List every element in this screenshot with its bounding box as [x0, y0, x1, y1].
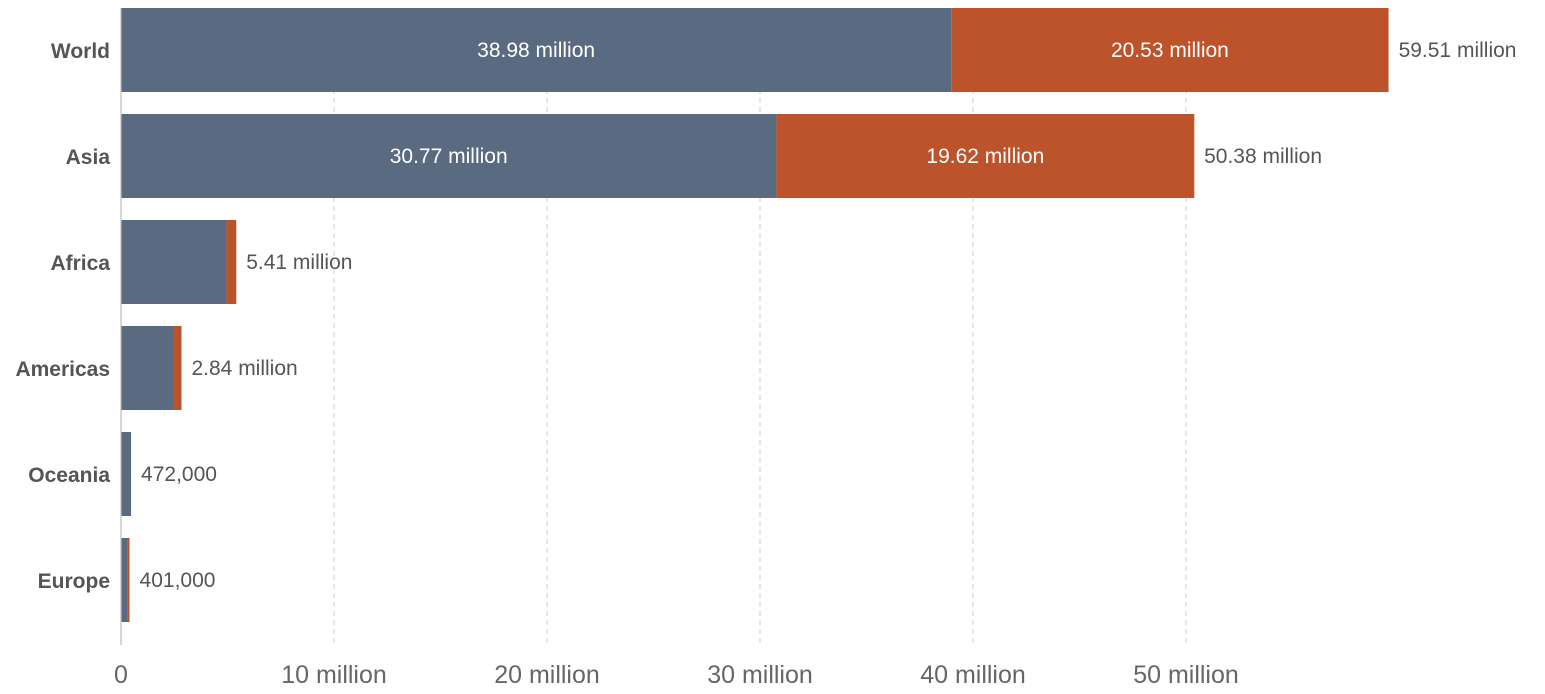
segment-label-world-2: 20.53 million [1111, 39, 1229, 62]
category-label-americas: Americas [15, 358, 110, 381]
total-label-oceania: 472,000 [141, 463, 217, 486]
x-tick-label-1: 10 million [281, 661, 387, 689]
x-tick-label-5: 50 million [1133, 661, 1239, 689]
bar-oceania-segment-1 [121, 432, 131, 516]
segment-label-world-1: 38.98 million [477, 39, 595, 62]
bar-americas-segment-1 [121, 326, 173, 410]
category-label-africa: Africa [50, 252, 110, 275]
bar-layer [121, 8, 1389, 622]
x-tick-label-2: 20 million [494, 661, 600, 689]
bar-americas-segment-2 [173, 326, 182, 410]
bar-europe-segment-1 [121, 538, 127, 622]
category-label-oceania: Oceania [28, 464, 110, 487]
x-tick-label-3: 30 million [707, 661, 813, 689]
total-label-americas: 2.84 million [191, 357, 297, 380]
grid-layer [334, 8, 1186, 645]
category-label-asia: Asia [66, 146, 111, 169]
total-label-world: 59.51 million [1399, 39, 1517, 62]
bar-africa-segment-1 [121, 220, 226, 304]
total-label-africa: 5.41 million [246, 251, 352, 274]
category-label-europe: Europe [38, 570, 110, 593]
x-tick-label-4: 40 million [920, 661, 1026, 689]
x-tick-label-0: 0 [114, 661, 128, 689]
segment-label-asia-1: 30.77 million [390, 145, 508, 168]
total-label-europe: 401,000 [140, 569, 216, 592]
axis-layer: 0 10 million 20 million 30 million 40 millio… [114, 8, 1239, 689]
bar-europe-segment-2 [127, 538, 129, 622]
category-label-world: World [51, 40, 110, 63]
segment-label-asia-2: 19.62 million [926, 145, 1044, 168]
total-label-asia: 50.38 million [1204, 145, 1322, 168]
bar-africa-segment-2 [226, 220, 236, 304]
